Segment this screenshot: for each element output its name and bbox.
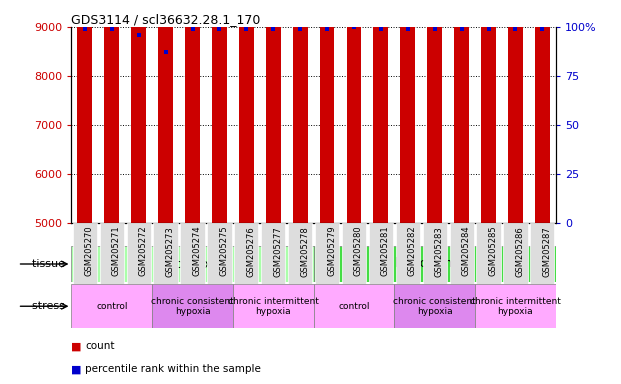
Bar (535, 0, 550, 223)
Text: GSM205285: GSM205285 (489, 226, 497, 276)
FancyBboxPatch shape (315, 223, 339, 284)
Text: GSM205284: GSM205284 (461, 226, 471, 276)
Point (322, 26, 332, 32)
Text: GSM205270: GSM205270 (85, 226, 94, 276)
Bar (401, 0, 415, 223)
Bar (314, 284, 394, 328)
Point (430, 26, 440, 32)
Text: GDS3114 / scl36632.28.1_170: GDS3114 / scl36632.28.1_170 (71, 13, 261, 26)
FancyBboxPatch shape (153, 223, 178, 284)
FancyBboxPatch shape (369, 223, 393, 284)
FancyBboxPatch shape (288, 223, 312, 284)
Point (80, 26, 90, 32)
Bar (239, 0, 254, 223)
Text: hippocampus: hippocampus (395, 258, 474, 270)
Point (242, 26, 252, 32)
Bar (233, 284, 314, 328)
Text: GSM205283: GSM205283 (435, 226, 443, 276)
Bar (266, 0, 281, 223)
Text: GSM205273: GSM205273 (166, 226, 175, 276)
Bar (185, 0, 200, 223)
Point (484, 26, 494, 32)
Text: chronic intermittent
hypoxia: chronic intermittent hypoxia (228, 296, 319, 316)
Bar (508, 0, 523, 223)
Text: ■: ■ (71, 341, 86, 351)
Bar (131, 0, 146, 223)
Bar (373, 0, 388, 223)
Text: stress: stress (32, 301, 68, 311)
Point (214, 26, 224, 32)
Bar (347, 0, 361, 223)
FancyBboxPatch shape (73, 223, 97, 284)
Text: GSM205282: GSM205282 (408, 226, 417, 276)
FancyBboxPatch shape (530, 223, 555, 284)
Bar (158, 0, 173, 223)
Bar (475, 284, 556, 328)
Bar (212, 0, 227, 223)
Bar (394, 284, 475, 328)
FancyBboxPatch shape (450, 223, 474, 284)
FancyBboxPatch shape (180, 223, 204, 284)
Bar (292, 0, 307, 223)
Text: GSM205278: GSM205278 (300, 226, 309, 276)
Text: GSM205286: GSM205286 (515, 226, 524, 276)
Text: GSM205271: GSM205271 (112, 226, 120, 276)
Text: control: control (338, 302, 369, 311)
Text: GSM205275: GSM205275 (219, 226, 229, 276)
Point (134, 31, 143, 38)
Text: percentile rank within the sample: percentile rank within the sample (85, 364, 261, 374)
Bar (71, 284, 152, 328)
Bar (152, 284, 233, 328)
Bar (320, 0, 335, 223)
Text: GSM205276: GSM205276 (247, 226, 255, 276)
FancyBboxPatch shape (261, 223, 285, 284)
Text: count: count (85, 341, 115, 351)
Point (161, 49, 171, 55)
Bar (314, 246, 556, 282)
Point (268, 26, 278, 32)
Point (510, 26, 520, 32)
Text: chronic intermittent
hypoxia: chronic intermittent hypoxia (470, 296, 561, 316)
Text: GSM205277: GSM205277 (273, 226, 282, 276)
FancyBboxPatch shape (342, 223, 366, 284)
Point (349, 24, 359, 30)
Text: tissue: tissue (32, 259, 68, 269)
FancyBboxPatch shape (503, 223, 527, 284)
Text: GSM205281: GSM205281 (381, 226, 390, 276)
Bar (427, 0, 442, 223)
Text: GSM205272: GSM205272 (138, 226, 148, 276)
Text: GSM205280: GSM205280 (354, 226, 363, 276)
Bar (454, 0, 469, 223)
Point (376, 26, 386, 32)
Text: ■: ■ (71, 364, 86, 374)
FancyBboxPatch shape (127, 223, 151, 284)
FancyBboxPatch shape (396, 223, 420, 284)
Text: GSM205287: GSM205287 (542, 226, 551, 276)
Bar (481, 0, 496, 223)
FancyBboxPatch shape (99, 223, 124, 284)
Point (456, 26, 466, 32)
Bar (71, 246, 314, 282)
Text: cortex: cortex (174, 258, 211, 270)
Point (107, 26, 117, 32)
Point (188, 26, 197, 32)
FancyBboxPatch shape (422, 223, 447, 284)
Bar (104, 0, 119, 223)
Text: GSM205274: GSM205274 (193, 226, 201, 276)
Text: control: control (96, 302, 127, 311)
Point (295, 26, 305, 32)
FancyBboxPatch shape (476, 223, 501, 284)
Text: GSM205279: GSM205279 (327, 226, 336, 276)
FancyBboxPatch shape (207, 223, 232, 284)
FancyBboxPatch shape (234, 223, 258, 284)
Bar (78, 0, 93, 223)
Text: chronic consistent
hypoxia: chronic consistent hypoxia (393, 296, 476, 316)
Point (403, 26, 413, 32)
Point (537, 26, 547, 32)
Text: chronic consistent
hypoxia: chronic consistent hypoxia (151, 296, 234, 316)
